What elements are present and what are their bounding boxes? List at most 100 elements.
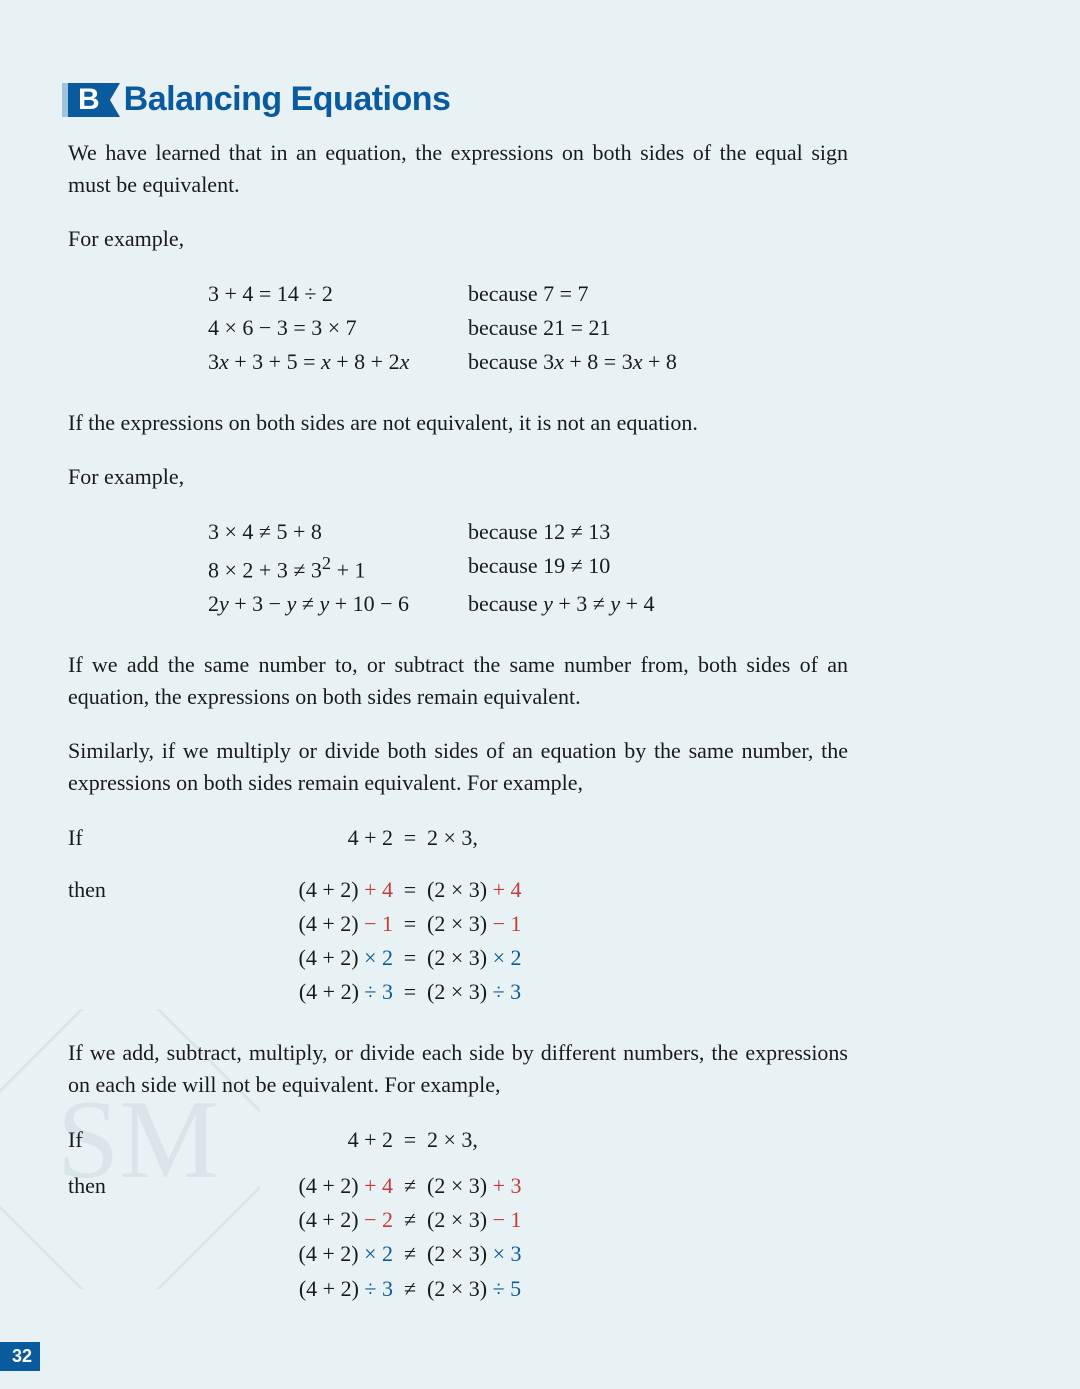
equation-row: 3 × 4 ≠ 5 + 8 because 12 ≠ 13 <box>208 515 990 549</box>
eq-expr: 4 × 6 − 3 = 3 × 7 <box>208 311 468 345</box>
for-example-2: For example, <box>68 461 848 493</box>
ops-left: (4 + 2) ÷ 3 <box>268 975 393 1009</box>
section-header: B Balancing Equations <box>68 80 990 119</box>
ops-left: 4 + 2 <box>268 1123 393 1157</box>
txt: + 8 <box>642 349 676 374</box>
txt: (4 + 2) <box>299 1207 365 1232</box>
op: + 4 <box>364 877 393 902</box>
eq-expr: 3 × 4 ≠ 5 + 8 <box>208 515 468 549</box>
ops-eq: = <box>393 941 427 975</box>
ops-right: (2 × 3) ÷ 3 <box>427 975 552 1009</box>
op: × 3 <box>493 1241 522 1266</box>
txt: (2 × 3) <box>427 911 493 936</box>
if-label: If <box>68 1123 268 1157</box>
txt: because 3 <box>468 349 554 374</box>
ops-left: (4 + 2) ÷ 3 <box>268 1272 393 1306</box>
txt: (4 + 2) <box>299 1173 365 1198</box>
txt: + 3 − <box>229 591 287 616</box>
txt: (2 × 3) <box>427 1207 493 1232</box>
ops-right: (2 × 3) − 1 <box>427 1203 552 1237</box>
eq-because: because 12 ≠ 13 <box>468 515 610 549</box>
txt: + 1 <box>331 557 365 582</box>
op: ÷ 3 <box>493 979 522 1004</box>
op: × 2 <box>493 945 522 970</box>
txt: + 3 + 5 = <box>229 349 321 374</box>
txt: (4 + 2) <box>299 911 365 936</box>
sup: 2 <box>322 553 331 573</box>
for-example-1: For example, <box>68 223 848 255</box>
ops-eq: = <box>393 873 427 907</box>
ops-eq: ≠ <box>393 1169 427 1203</box>
op: + 4 <box>364 1173 393 1198</box>
txt: because <box>468 591 543 616</box>
var: x <box>400 349 410 374</box>
ops-eq: = <box>393 821 427 855</box>
txt: (4 + 2) <box>299 877 365 902</box>
eq-because: because 21 = 21 <box>468 311 611 345</box>
then-label: then <box>68 1169 268 1203</box>
txt: ≠ <box>296 591 319 616</box>
ops-eq: ≠ <box>393 1203 427 1237</box>
eq-because: because 7 = 7 <box>468 277 589 311</box>
equation-row: 4 × 6 − 3 = 3 × 7 because 21 = 21 <box>208 311 990 345</box>
eq-because: because 3x + 8 = 3x + 8 <box>468 345 677 379</box>
txt: (2 × 3) <box>427 1241 493 1266</box>
op: − 1 <box>493 911 522 936</box>
ops-left: (4 + 2) × 2 <box>268 1237 393 1271</box>
equation-block-2: 3 × 4 ≠ 5 + 8 because 12 ≠ 13 8 × 2 + 3 … <box>208 515 990 622</box>
ops-eq: ≠ <box>393 1272 427 1306</box>
var: x <box>219 349 229 374</box>
eq-expr: 3 + 4 = 14 ÷ 2 <box>208 277 468 311</box>
txt: (2 × 3) <box>427 979 493 1004</box>
txt: (4 + 2) <box>299 1276 365 1301</box>
ops-left: (4 + 2) × 2 <box>268 941 393 975</box>
ops-eq: ≠ <box>393 1237 427 1271</box>
ops-left: (4 + 2) + 4 <box>268 873 393 907</box>
var: y <box>219 591 229 616</box>
var: x <box>321 349 331 374</box>
equation-row: 3 + 4 = 14 ÷ 2 because 7 = 7 <box>208 277 990 311</box>
section-tab: B <box>68 83 110 117</box>
txt: + 8 + 2 <box>331 349 400 374</box>
ops-left: (4 + 2) − 1 <box>268 907 393 941</box>
equation-row: 3x + 3 + 5 = x + 8 + 2x because 3x + 8 =… <box>208 345 990 379</box>
var: y <box>543 591 553 616</box>
ops-right: 2 × 3, <box>427 821 552 855</box>
var: y <box>610 591 620 616</box>
ops-right: (2 × 3) + 4 <box>427 873 552 907</box>
then-label: then <box>68 873 268 907</box>
paragraph-intro: We have learned that in an equation, the… <box>68 137 848 201</box>
ops-left: (4 + 2) + 4 <box>268 1169 393 1203</box>
section-title: Balancing Equations <box>124 80 451 119</box>
ops-right: (2 × 3) − 1 <box>427 907 552 941</box>
equation-row: 2y + 3 − y ≠ y + 10 − 6 because y + 3 ≠ … <box>208 587 990 621</box>
op: ÷ 5 <box>493 1276 522 1301</box>
op: ÷ 3 <box>364 1276 393 1301</box>
txt: (4 + 2) <box>299 979 365 1004</box>
op: ÷ 3 <box>364 979 393 1004</box>
var: x <box>554 349 564 374</box>
eq-expr: 3x + 3 + 5 = x + 8 + 2x <box>208 345 468 379</box>
op: + 3 <box>493 1173 522 1198</box>
ops-right: (2 × 3) × 3 <box>427 1237 552 1271</box>
var: y <box>287 591 297 616</box>
operations-block-1: If 4 + 2 = 2 × 3, then (4 + 2) + 4 = (2 … <box>68 821 848 1009</box>
ops-right: (2 × 3) + 3 <box>427 1169 552 1203</box>
txt: (2 × 3) <box>427 945 493 970</box>
op: × 2 <box>364 945 393 970</box>
paragraph-3: If we add the same number to, or subtrac… <box>68 649 848 713</box>
var: y <box>319 591 329 616</box>
equation-row: 8 × 2 + 3 ≠ 32 + 1 because 19 ≠ 10 <box>208 549 990 587</box>
ops-right: (2 × 3) ÷ 5 <box>427 1272 552 1306</box>
txt: 3 <box>208 349 219 374</box>
txt: + 10 − 6 <box>329 591 409 616</box>
paragraph-4: Similarly, if we multiply or divide both… <box>68 735 848 799</box>
operations-block-2: If 4 + 2 = 2 × 3, then (4 + 2) + 4 ≠ (2 … <box>68 1123 848 1305</box>
txt: (2 × 3) <box>427 877 493 902</box>
ops-left: 4 + 2 <box>268 821 393 855</box>
txt: 2 <box>208 591 219 616</box>
paragraph-5: If we add, subtract, multiply, or divide… <box>68 1037 848 1101</box>
op: − 2 <box>364 1207 393 1232</box>
ops-left: (4 + 2) − 2 <box>268 1203 393 1237</box>
eq-expr: 2y + 3 − y ≠ y + 10 − 6 <box>208 587 468 621</box>
